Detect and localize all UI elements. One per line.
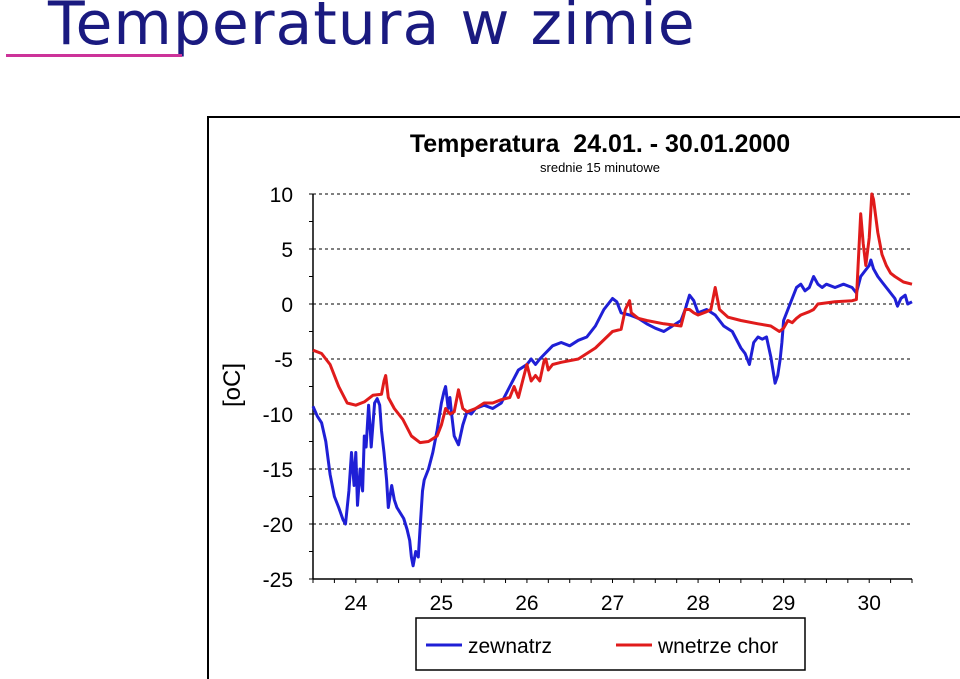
legend-label-wnetrze-chor: wnetrze chor	[657, 635, 778, 658]
y-tick-label: 5	[281, 239, 293, 262]
y-tick-label: 0	[281, 294, 293, 317]
x-tick-label: 26	[515, 592, 538, 615]
y-tick-label: 10	[270, 184, 293, 207]
x-tick-label: 27	[601, 592, 624, 615]
y-axis-label: [oC]	[219, 363, 246, 407]
legend-box	[415, 617, 806, 671]
y-tick-label: -15	[263, 459, 293, 482]
chart-subtitle: srednie 15 minutowe	[540, 160, 660, 175]
y-tick-label: -25	[263, 569, 293, 592]
chart-title: Temperatura 24.01. - 30.01.2000	[410, 130, 790, 158]
y-tick-label: -20	[263, 514, 293, 537]
x-tick-label: 24	[344, 592, 368, 615]
title-underline	[6, 54, 182, 57]
y-tick-label: -10	[263, 404, 293, 427]
x-tick-label: 29	[772, 592, 795, 615]
legend-label-zewnatrz: zewnatrz	[468, 635, 552, 658]
x-tick-label: 28	[686, 592, 709, 615]
y-tick-label: -5	[274, 349, 293, 372]
chart-panel	[207, 116, 960, 679]
series-line-wnetrze-chor	[312, 192, 913, 445]
x-tick-label: 25	[430, 592, 453, 615]
x-tick-label: 30	[858, 592, 881, 615]
slide-title: Temperatura w zimie	[48, 0, 696, 59]
series-line-zewnatrz	[311, 258, 913, 568]
